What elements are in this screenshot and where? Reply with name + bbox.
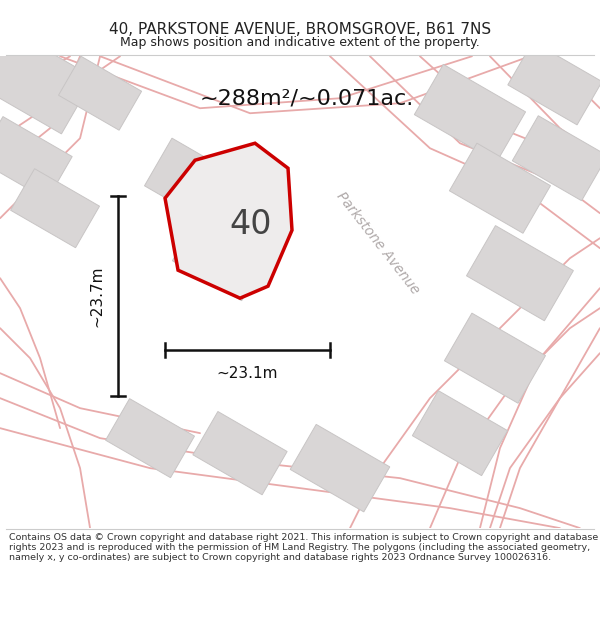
Polygon shape	[512, 116, 600, 201]
Text: ~23.7m: ~23.7m	[89, 266, 104, 327]
Polygon shape	[145, 138, 245, 228]
Polygon shape	[466, 226, 574, 321]
Polygon shape	[193, 411, 287, 495]
Polygon shape	[172, 216, 268, 301]
Text: Contains OS data © Crown copyright and database right 2021. This information is : Contains OS data © Crown copyright and d…	[9, 532, 598, 562]
Text: Map shows position and indicative extent of the property.: Map shows position and indicative extent…	[120, 36, 480, 49]
Polygon shape	[415, 64, 526, 162]
Polygon shape	[445, 313, 545, 403]
Polygon shape	[11, 169, 100, 248]
Polygon shape	[106, 399, 194, 478]
Text: 40, PARKSTONE AVENUE, BROMSGROVE, B61 7NS: 40, PARKSTONE AVENUE, BROMSGROVE, B61 7N…	[109, 22, 491, 37]
Polygon shape	[59, 56, 142, 130]
Text: ~23.1m: ~23.1m	[217, 366, 278, 381]
Polygon shape	[0, 22, 94, 134]
Polygon shape	[449, 143, 550, 233]
Text: 40: 40	[229, 208, 271, 241]
Text: Parkstone Avenue: Parkstone Avenue	[334, 189, 422, 297]
Text: ~288m²/~0.071ac.: ~288m²/~0.071ac.	[200, 88, 414, 108]
Polygon shape	[0, 117, 72, 200]
Polygon shape	[290, 424, 390, 512]
Polygon shape	[508, 42, 600, 125]
Polygon shape	[165, 143, 292, 298]
Polygon shape	[412, 391, 508, 476]
